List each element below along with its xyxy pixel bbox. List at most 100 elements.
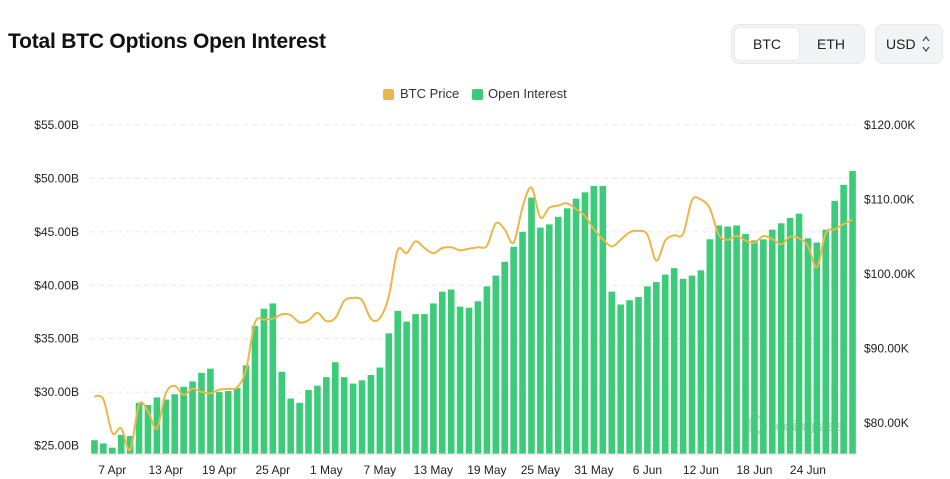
- x-tick-label: 31 May: [574, 463, 613, 477]
- open-interest-bar[interactable]: [153, 397, 161, 454]
- currency-select[interactable]: USD: [875, 24, 943, 64]
- open-interest-bar[interactable]: [653, 282, 660, 454]
- open-interest-bar[interactable]: [91, 440, 98, 454]
- legend-label-open-interest[interactable]: Open Interest: [488, 86, 567, 101]
- open-interest-bar[interactable]: [323, 377, 330, 454]
- open-interest-bar[interactable]: [599, 185, 607, 454]
- open-interest-bar[interactable]: [242, 365, 250, 454]
- open-interest-bar[interactable]: [581, 192, 589, 454]
- open-interest-bar[interactable]: [233, 387, 241, 454]
- open-interest-bar[interactable]: [331, 362, 339, 454]
- open-interest-bar[interactable]: [590, 185, 598, 454]
- open-interest-bar[interactable]: [510, 246, 517, 454]
- open-interest-bar[interactable]: [456, 306, 464, 454]
- open-interest-bar[interactable]: [465, 307, 473, 454]
- open-interest-bar[interactable]: [608, 291, 616, 454]
- open-interest-bar[interactable]: [144, 404, 152, 454]
- x-tick-label: 13 May: [414, 463, 453, 477]
- open-interest-bar[interactable]: [528, 197, 535, 454]
- open-interest-bar[interactable]: [216, 392, 223, 454]
- open-interest-bar[interactable]: [822, 229, 830, 454]
- open-interest-bar[interactable]: [813, 242, 821, 454]
- open-interest-bar[interactable]: [180, 386, 187, 454]
- grid-lines: [90, 124, 857, 447]
- open-interest-bar[interactable]: [171, 394, 179, 454]
- open-interest-bar[interactable]: [644, 286, 651, 454]
- open-interest-bar[interactable]: [733, 225, 740, 454]
- open-interest-bar[interactable]: [117, 434, 125, 454]
- x-tick-label: 24 Jun: [790, 463, 826, 477]
- open-interest-bar[interactable]: [501, 261, 509, 454]
- open-interest-bar[interactable]: [314, 385, 321, 454]
- open-interest-bar[interactable]: [617, 304, 624, 454]
- open-interest-bar[interactable]: [198, 372, 205, 454]
- open-interest-bar[interactable]: [706, 239, 714, 454]
- open-interest-bar[interactable]: [447, 289, 455, 454]
- open-interest-bar[interactable]: [742, 233, 749, 454]
- x-tick-label: 1 May: [310, 463, 343, 477]
- open-interest-bar[interactable]: [367, 375, 375, 454]
- open-interest-bar[interactable]: [786, 217, 794, 454]
- open-interest-bar[interactable]: [126, 435, 134, 454]
- open-interest-bar[interactable]: [697, 270, 705, 454]
- open-interest-bar[interactable]: [269, 303, 277, 454]
- open-interest-bar[interactable]: [546, 224, 553, 454]
- open-interest-bar[interactable]: [563, 208, 571, 454]
- open-interest-bar[interactable]: [260, 308, 268, 454]
- open-interest-bar[interactable]: [519, 231, 526, 454]
- open-interest-bar[interactable]: [795, 213, 803, 454]
- open-interest-bar[interactable]: [679, 278, 687, 454]
- open-interest-bar[interactable]: [670, 268, 678, 454]
- open-interest-bar[interactable]: [768, 229, 776, 454]
- open-interest-bar[interactable]: [537, 227, 544, 454]
- open-interest-bar[interactable]: [688, 275, 696, 454]
- open-interest-bar[interactable]: [287, 398, 294, 454]
- open-interest-bar[interactable]: [376, 367, 384, 454]
- open-interest-bar[interactable]: [777, 223, 785, 454]
- open-interest-bar[interactable]: [278, 371, 286, 454]
- open-interest-bar[interactable]: [626, 300, 633, 454]
- open-interest-bar[interactable]: [207, 368, 214, 454]
- open-interest-bar[interactable]: [849, 170, 856, 455]
- open-interest-bar[interactable]: [296, 402, 303, 454]
- open-interest-bar[interactable]: [760, 239, 767, 454]
- eth-tab[interactable]: ETH: [817, 36, 845, 52]
- open-interest-bars: [91, 170, 856, 455]
- open-interest-bar[interactable]: [340, 377, 348, 454]
- open-interest-bar[interactable]: [430, 303, 437, 454]
- open-interest-bar[interactable]: [162, 399, 170, 454]
- open-interest-bar[interactable]: [831, 200, 839, 454]
- open-interest-bar[interactable]: [251, 325, 259, 454]
- open-interest-bar[interactable]: [421, 314, 428, 454]
- open-interest-bar[interactable]: [412, 314, 419, 454]
- open-interest-bar[interactable]: [100, 443, 107, 454]
- open-interest-bar[interactable]: [224, 391, 232, 454]
- legend-label-btc-price[interactable]: BTC Price: [400, 86, 459, 101]
- open-interest-bar[interactable]: [492, 275, 500, 454]
- open-interest-bar[interactable]: [572, 198, 580, 454]
- y-axis-right: $80.00K $90.00K $100.00K $110.00K $120.00K: [864, 118, 915, 430]
- open-interest-bar[interactable]: [189, 381, 196, 454]
- open-interest-bar[interactable]: [358, 380, 366, 454]
- open-interest-bar[interactable]: [349, 383, 357, 454]
- open-interest-bar[interactable]: [135, 402, 143, 454]
- x-tick-label: 6 Jun: [633, 463, 662, 477]
- open-interest-bar[interactable]: [715, 225, 723, 454]
- open-interest-bar[interactable]: [305, 389, 312, 454]
- open-interest-bar[interactable]: [840, 184, 847, 454]
- open-interest-bar[interactable]: [661, 274, 669, 454]
- open-interest-bar[interactable]: [635, 297, 642, 454]
- open-interest-bar[interactable]: [108, 447, 116, 454]
- y-right-tick-label: $120.00K: [864, 118, 915, 132]
- open-interest-bar[interactable]: [554, 216, 562, 454]
- open-interest-bar[interactable]: [474, 301, 482, 454]
- open-interest-bar[interactable]: [804, 238, 812, 454]
- open-interest-bar[interactable]: [483, 286, 491, 454]
- open-interest-bar[interactable]: [385, 333, 393, 454]
- open-interest-bar[interactable]: [438, 291, 446, 454]
- open-interest-bar[interactable]: [403, 321, 410, 454]
- btc-tab[interactable]: BTC: [735, 28, 799, 60]
- open-interest-bar[interactable]: [724, 226, 731, 454]
- open-interest-bar[interactable]: [394, 310, 401, 454]
- open-interest-bar[interactable]: [751, 240, 758, 454]
